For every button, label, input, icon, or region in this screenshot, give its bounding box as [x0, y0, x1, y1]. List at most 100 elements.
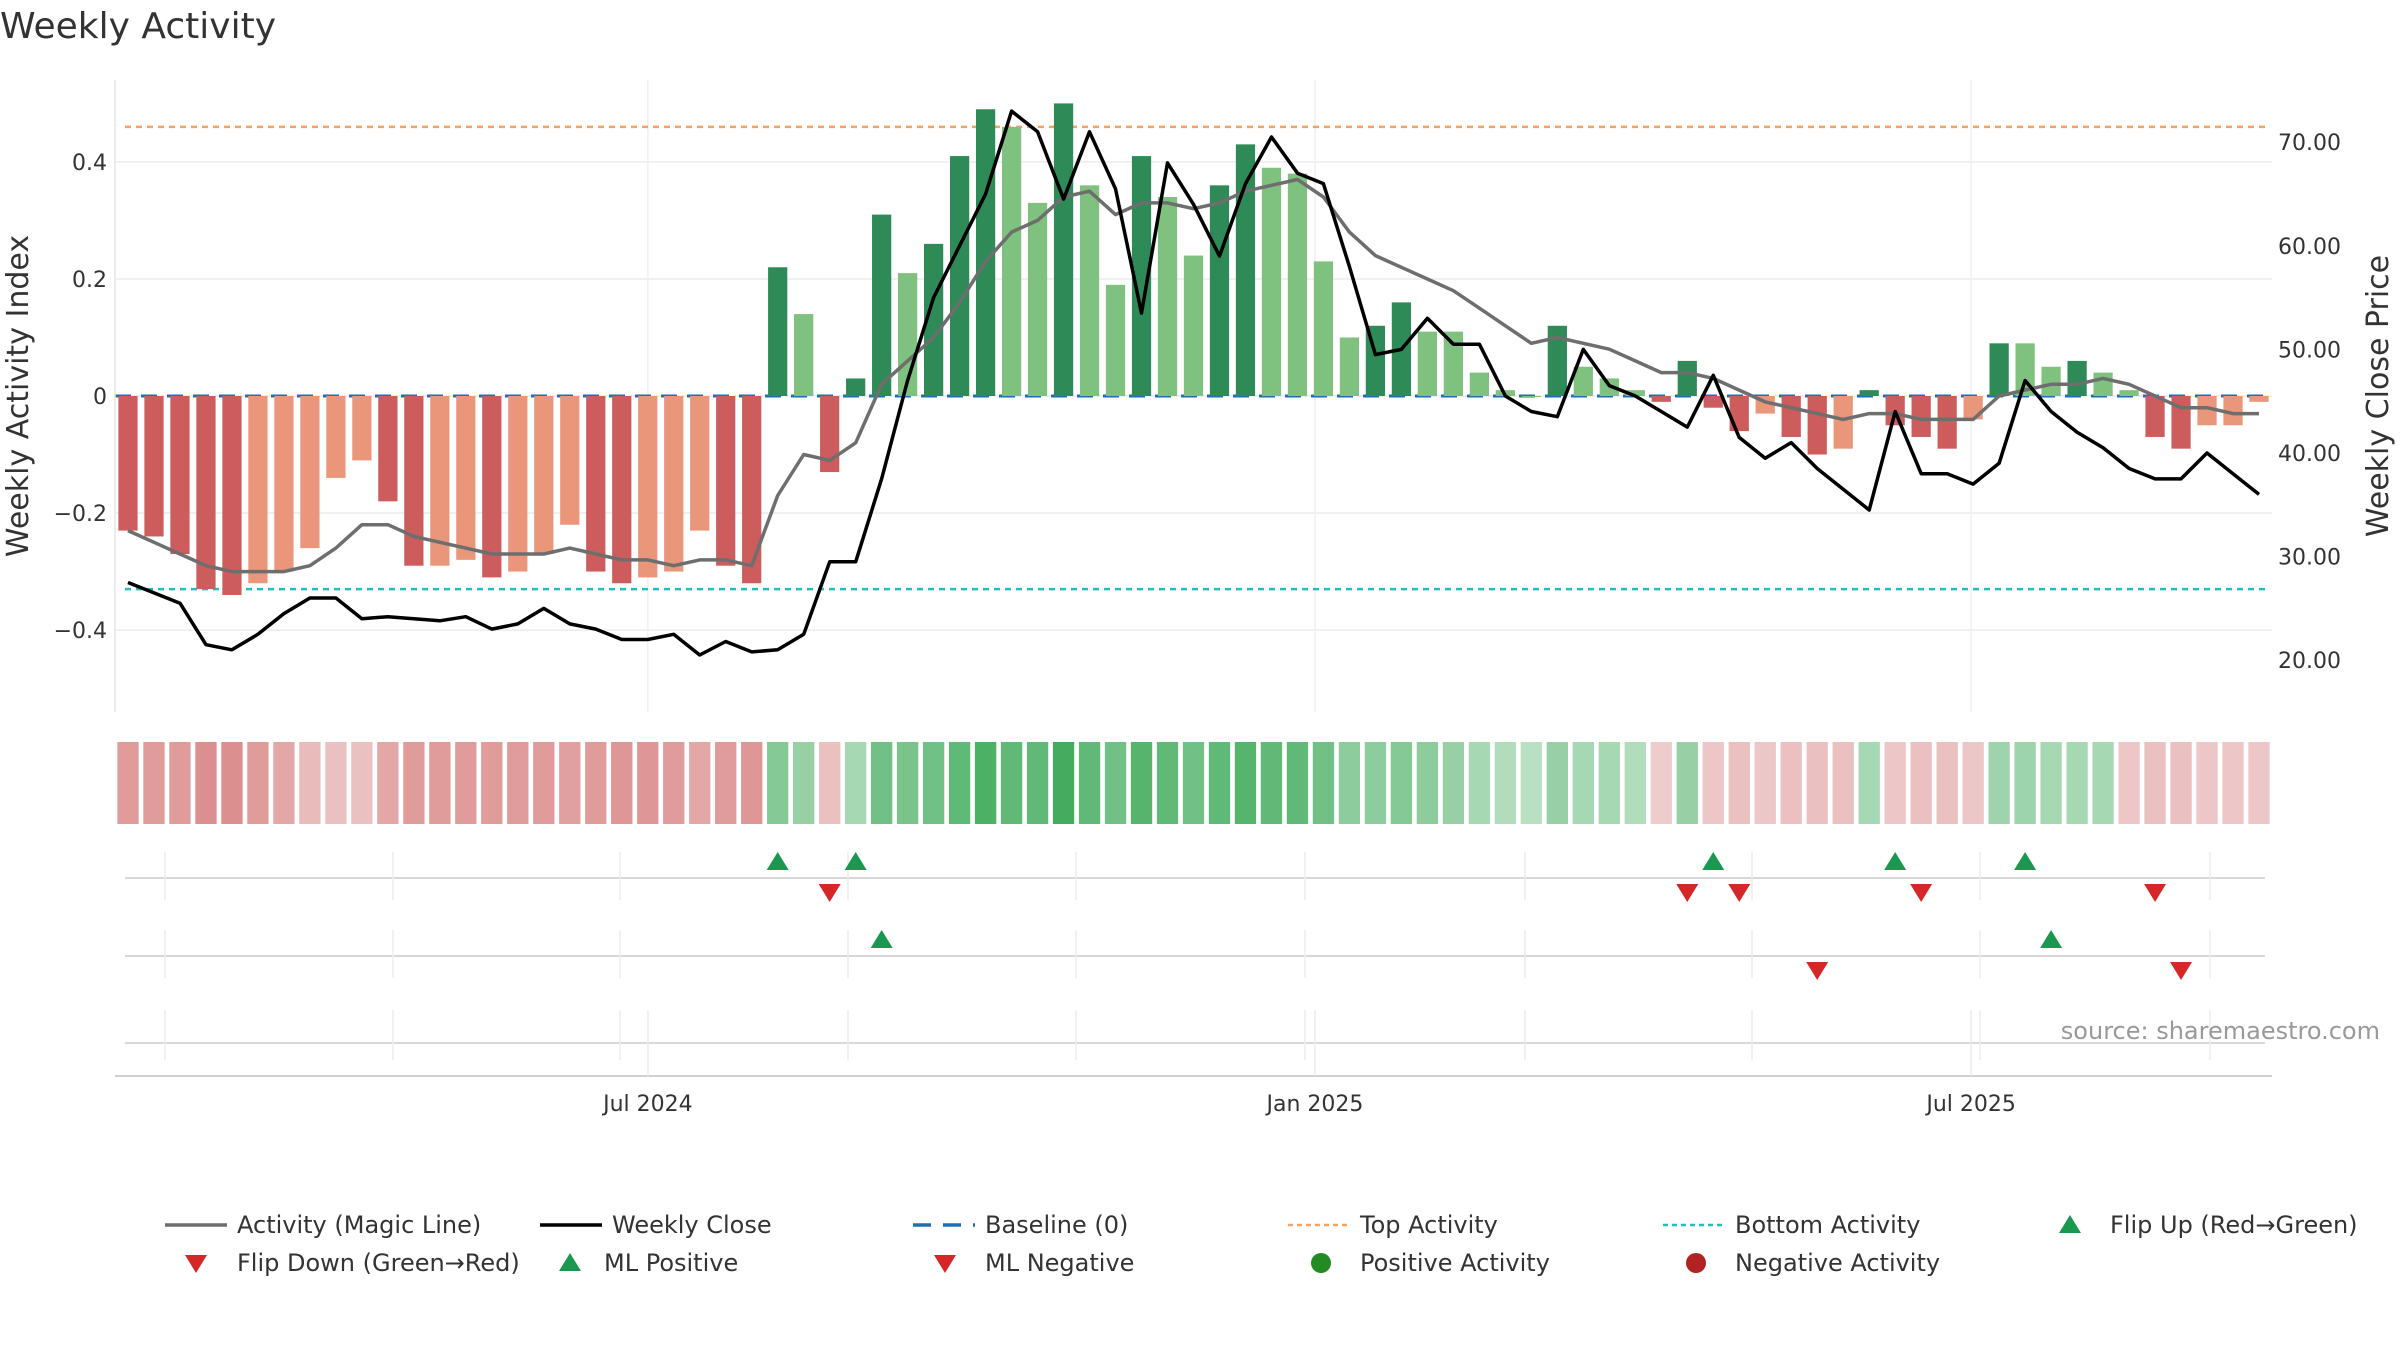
- activity-bar-24: [742, 396, 762, 584]
- activity-bar-56: [1573, 366, 1593, 396]
- activity-bar-20: [638, 396, 658, 578]
- strip-cell-13: [455, 742, 477, 824]
- activity-bar-73: [2015, 343, 2035, 396]
- activity-bar-77: [2119, 390, 2139, 396]
- strip-cell-35: [1026, 742, 1049, 824]
- strip-cell-64: [1780, 742, 1802, 824]
- activity-bar-27: [820, 396, 840, 473]
- flip-up-marker-68: [1884, 852, 1907, 870]
- activity-bar-61: [1703, 396, 1723, 408]
- strip-cell-49: [1390, 742, 1413, 824]
- strip-cell-82: [2248, 742, 2270, 824]
- activity-bar-22: [690, 396, 710, 531]
- strip-cell-56: [1572, 742, 1594, 824]
- strip-cell-32: [948, 742, 971, 824]
- activity-bar-60: [1677, 360, 1697, 396]
- strip-cell-14: [481, 742, 503, 824]
- activity-bar-39: [1131, 156, 1152, 396]
- strip-cell-63: [1754, 742, 1776, 824]
- series-lines: [127, 109, 2261, 657]
- activity-bar-17: [560, 396, 580, 525]
- strip-cell-60: [1676, 742, 1698, 824]
- legend-label-4: Bottom Activity: [1735, 1211, 1920, 1239]
- strip-cell-9: [351, 742, 373, 824]
- activity-bar-45: [1287, 173, 1308, 396]
- strip-cell-28: [845, 742, 867, 824]
- activity-bar-37: [1079, 185, 1100, 396]
- y-left-tick-label-0: 0.4: [72, 151, 107, 176]
- flip-up-marker-25: [766, 852, 789, 870]
- y-right-tick-label-4: 30.00: [2278, 546, 2341, 571]
- activity-bar-59: [1651, 396, 1671, 402]
- strip-cell-40: [1156, 742, 1179, 824]
- activity-bar-9: [352, 396, 372, 461]
- signal-markers: [125, 852, 2265, 1273]
- strip-cell-48: [1364, 742, 1387, 824]
- legend-label-7: ML Positive: [604, 1249, 738, 1277]
- strip-cell-69: [1910, 742, 1932, 824]
- x-axis: Jul 2024 Jan 2025 Jul 2025: [115, 1010, 2272, 1117]
- legend-symbol-6: [185, 1255, 207, 1273]
- y-right-tick-label-5: 20.00: [2278, 649, 2341, 674]
- activity-bar-65: [1807, 396, 1827, 455]
- strip-cell-16: [533, 742, 555, 824]
- activity-bars: [118, 103, 2269, 595]
- activity-bar-15: [508, 396, 528, 572]
- strip-cell-51: [1442, 742, 1465, 824]
- activity-bar-71: [1963, 396, 1983, 420]
- activity-bar-6: [274, 396, 294, 572]
- activity-bar-25: [768, 267, 788, 396]
- x-tick-label-2: Jul 2025: [1924, 1092, 2016, 1117]
- activity-bar-64: [1781, 396, 1801, 437]
- strip-cell-10: [377, 742, 399, 824]
- y-right-tick-label-3: 40.00: [2278, 442, 2341, 467]
- magic-line-series: [127, 177, 2259, 574]
- strip-cell-58: [1624, 742, 1646, 824]
- activity-bar-42: [1209, 185, 1230, 396]
- activity-bar-78: [2145, 396, 2165, 437]
- strip-cell-38: [1104, 742, 1127, 824]
- strip-cell-20: [637, 742, 659, 824]
- activity-bar-19: [612, 396, 632, 584]
- flip-up-marker-61: [1702, 852, 1725, 870]
- strip-cell-27: [819, 742, 841, 824]
- activity-bar-69: [1911, 396, 1931, 437]
- activity-bar-13: [456, 396, 476, 560]
- legend-symbol-8: [934, 1255, 956, 1273]
- activity-bar-40: [1157, 197, 1178, 396]
- strip-cell-71: [1962, 742, 1984, 824]
- legend-symbol-10: [1686, 1253, 1706, 1273]
- activity-bar-2: [170, 396, 190, 554]
- strip-cell-75: [2066, 742, 2088, 824]
- strip-cell-18: [585, 742, 607, 824]
- strip-cell-45: [1286, 742, 1309, 824]
- strip-cell-79: [2170, 742, 2192, 824]
- ml-positive-marker-29: [870, 930, 893, 948]
- strip-cell-3: [195, 742, 217, 824]
- activity-bar-72: [1989, 343, 2009, 396]
- legend-label-8: ML Negative: [985, 1249, 1134, 1277]
- axes: 0.4 0.2 0 −0.2 −0.4 70.00 60.00 50.00 40.00 30.00…: [1, 80, 2396, 712]
- y-right-tick-label-2: 50.00: [2278, 338, 2341, 363]
- ml-negative-marker-65: [1806, 962, 1829, 980]
- legend-label-3: Top Activity: [1359, 1211, 1498, 1239]
- y-left-tick-label-1: 0.2: [72, 268, 107, 293]
- legend-label-0: Activity (Magic Line): [237, 1211, 481, 1239]
- strip-cell-36: [1052, 742, 1075, 824]
- strip-cell-55: [1546, 742, 1568, 824]
- strip-cell-66: [1832, 742, 1854, 824]
- activity-bar-58: [1625, 390, 1645, 396]
- activity-bar-21: [664, 396, 684, 572]
- strip-cell-6: [273, 742, 295, 824]
- strip-cell-65: [1806, 742, 1828, 824]
- strip-cell-61: [1702, 742, 1724, 824]
- flip-up-marker-73: [2014, 852, 2037, 870]
- y-right-tick-label-0: 70.00: [2278, 131, 2341, 156]
- strip-cell-53: [1494, 742, 1517, 824]
- strip-cell-25: [767, 742, 789, 824]
- legend-label-1: Weekly Close: [612, 1211, 772, 1239]
- activity-bar-14: [482, 396, 502, 578]
- strip-cell-78: [2144, 742, 2166, 824]
- strip-cell-73: [2014, 742, 2036, 824]
- strip-cell-22: [689, 742, 711, 824]
